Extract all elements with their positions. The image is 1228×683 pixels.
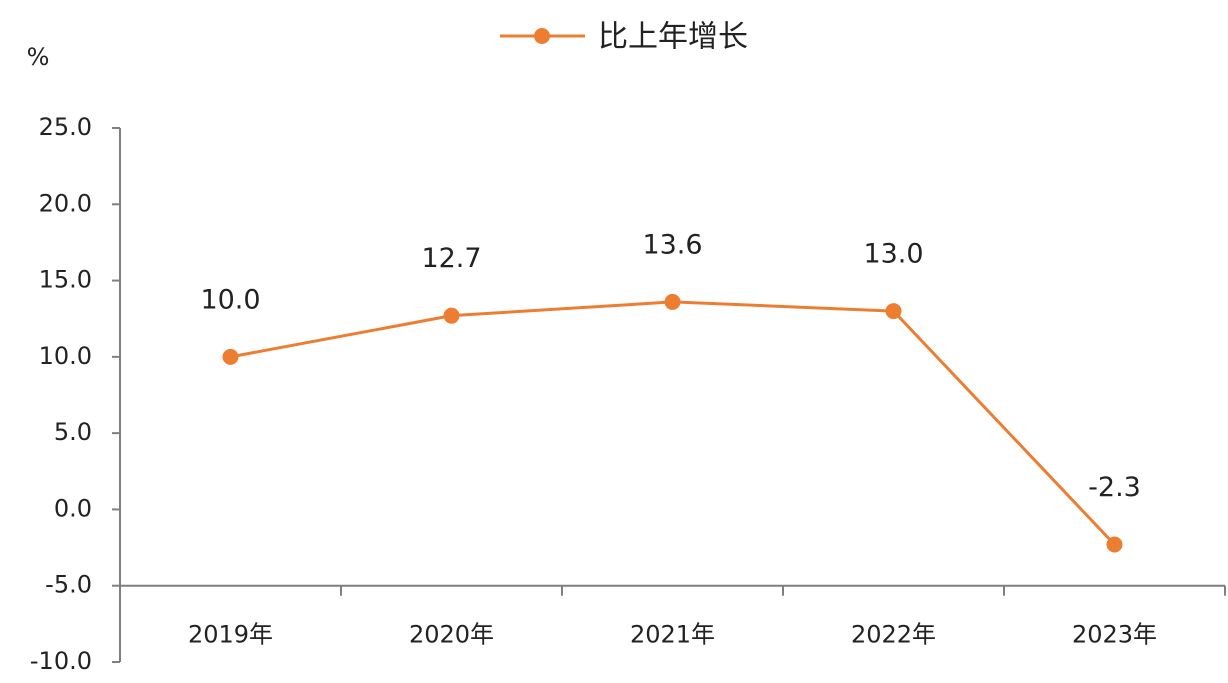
x-tick-label: 2023年 — [1072, 621, 1157, 649]
y-tick-label: 15.0 — [39, 266, 92, 294]
x-tick-label: 2019年 — [188, 621, 273, 649]
y-tick-label: -5.0 — [45, 571, 92, 599]
value-label: 13.0 — [863, 239, 923, 270]
point — [885, 303, 902, 320]
x-tick-label: 2020年 — [409, 621, 494, 649]
y-unit: % — [27, 43, 50, 71]
value-label: 10.0 — [200, 284, 260, 315]
point — [664, 293, 681, 310]
value-label: -2.3 — [1088, 472, 1141, 503]
y-tick-label: 25.0 — [39, 113, 92, 141]
legend-marker — [534, 28, 550, 44]
point — [1106, 536, 1123, 553]
y-tick-label: 0.0 — [54, 494, 92, 522]
point — [222, 348, 239, 365]
y-tick-label: 5.0 — [54, 418, 92, 446]
y-tick-label: -10.0 — [30, 647, 92, 675]
legend-label: 比上年增长 — [598, 20, 748, 55]
x-tick-label: 2021年 — [630, 621, 715, 649]
x-tick-label: 2022年 — [851, 621, 936, 649]
series-line — [230, 300, 1116, 546]
y-tick-label: 10.0 — [39, 342, 92, 370]
value-label: 12.7 — [421, 243, 481, 274]
y-tick-label: 20.0 — [39, 189, 92, 217]
point — [443, 307, 460, 324]
value-label: 13.6 — [642, 229, 702, 260]
